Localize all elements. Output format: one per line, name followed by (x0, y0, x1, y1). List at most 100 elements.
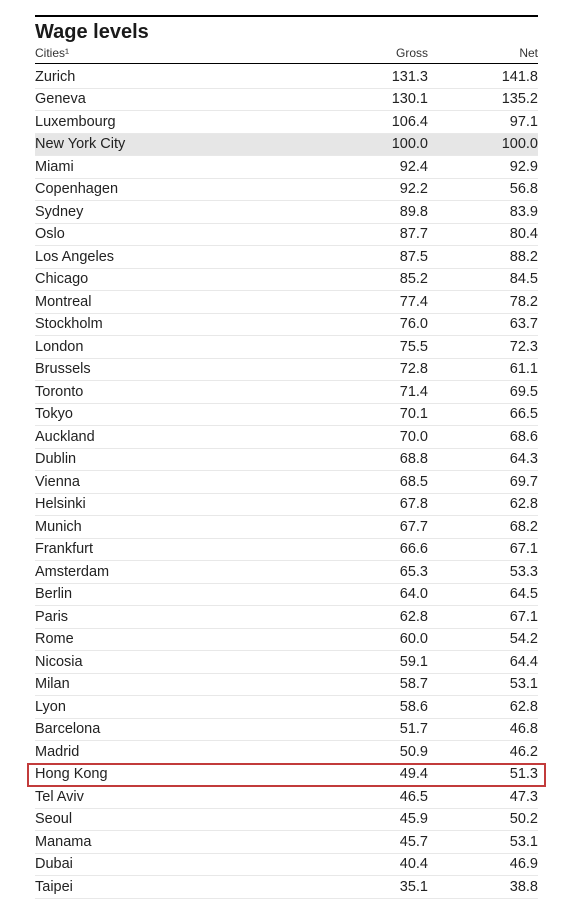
table-row: Luxembourg106.497.1 (35, 111, 538, 134)
cell-gross: 130.1 (318, 92, 428, 107)
table-row: Paris62.867.1 (35, 606, 538, 629)
table-row-wrapper: Paris62.867.1 (35, 606, 538, 629)
cell-net: 53.1 (428, 835, 538, 850)
cell-net: 62.8 (428, 700, 538, 715)
table-row: Montreal77.478.2 (35, 291, 538, 314)
cell-gross: 71.4 (318, 385, 428, 400)
table-row-wrapper: Luxembourg106.497.1 (35, 111, 538, 134)
cell-gross: 76.0 (318, 317, 428, 332)
table-row: Hong Kong49.451.3 (35, 764, 538, 787)
table-row-wrapper: Los Angeles87.588.2 (35, 246, 538, 269)
table-row-wrapper: Frankfurt66.667.1 (35, 539, 538, 562)
cell-net: 72.3 (428, 340, 538, 355)
table-row-wrapper: Seoul45.950.2 (35, 809, 538, 832)
cell-net: 46.2 (428, 745, 538, 760)
table-header-row: Cities¹ Gross Net (35, 46, 538, 64)
cell-city: Vienna (35, 475, 318, 490)
cell-city: Milan (35, 677, 318, 692)
table-row: Seoul45.950.2 (35, 809, 538, 832)
table-row-wrapper: Copenhagen92.256.8 (35, 179, 538, 202)
cell-net: 50.2 (428, 812, 538, 827)
table-row: Madrid50.946.2 (35, 741, 538, 764)
cell-gross: 64.0 (318, 587, 428, 602)
table-row: Copenhagen92.256.8 (35, 179, 538, 202)
cell-net: 66.5 (428, 407, 538, 422)
table-title: Wage levels (35, 15, 538, 44)
table-row-wrapper: Lyon58.662.8 (35, 696, 538, 719)
cell-net: 67.1 (428, 610, 538, 625)
cell-net: 135.2 (428, 92, 538, 107)
table-row-wrapper: Rome60.054.2 (35, 629, 538, 652)
cell-city: Geneva (35, 92, 318, 107)
cell-net: 83.9 (428, 205, 538, 220)
table-row: Zurich131.3141.8 (35, 66, 538, 89)
cell-gross: 87.7 (318, 227, 428, 242)
cell-gross: 45.7 (318, 835, 428, 850)
cell-gross: 92.4 (318, 160, 428, 175)
column-header-net: Net (428, 46, 538, 60)
cell-city: Seoul (35, 812, 318, 827)
table-row-wrapper: Madrid50.946.2 (35, 741, 538, 764)
column-header-city: Cities¹ (35, 46, 318, 60)
table-row: Auckland70.068.6 (35, 426, 538, 449)
table-row: Amsterdam65.353.3 (35, 561, 538, 584)
table-row: Dublin68.864.3 (35, 449, 538, 472)
table-row: Oslo87.780.4 (35, 224, 538, 247)
table-row-wrapper: Manama45.753.1 (35, 831, 538, 854)
cell-gross: 46.5 (318, 790, 428, 805)
table-row-wrapper: Miami92.492.9 (35, 156, 538, 179)
table-row: Nicosia59.164.4 (35, 651, 538, 674)
cell-net: 53.1 (428, 677, 538, 692)
cell-city: Dubai (35, 857, 318, 872)
table-row-wrapper: Montreal77.478.2 (35, 291, 538, 314)
cell-net: 88.2 (428, 250, 538, 265)
table-row-wrapper: Amsterdam65.353.3 (35, 561, 538, 584)
column-header-gross: Gross (318, 46, 428, 60)
cell-net: 97.1 (428, 115, 538, 130)
cell-net: 51.3 (428, 767, 538, 782)
cell-gross: 51.7 (318, 722, 428, 737)
cell-gross: 49.4 (318, 767, 428, 782)
table-row: Barcelona51.746.8 (35, 719, 538, 742)
table-row-wrapper: London75.572.3 (35, 336, 538, 359)
table-row-wrapper: Barcelona51.746.8 (35, 719, 538, 742)
cell-net: 64.4 (428, 655, 538, 670)
table-row-wrapper: Taipei35.138.8 (35, 876, 538, 899)
cell-gross: 68.5 (318, 475, 428, 490)
cell-city: Auckland (35, 430, 318, 445)
table-row-wrapper: Berlin64.064.5 (35, 584, 538, 607)
cell-city: Luxembourg (35, 115, 318, 130)
cell-city: Munich (35, 520, 318, 535)
cell-city: Manama (35, 835, 318, 850)
cell-gross: 92.2 (318, 182, 428, 197)
cell-net: 61.1 (428, 362, 538, 377)
table-row-wrapper: Dublin68.864.3 (35, 449, 538, 472)
cell-gross: 62.8 (318, 610, 428, 625)
cell-city: Hong Kong (35, 767, 318, 782)
cell-city: Chicago (35, 272, 318, 287)
cell-gross: 58.7 (318, 677, 428, 692)
cell-gross: 58.6 (318, 700, 428, 715)
cell-net: 80.4 (428, 227, 538, 242)
table-row: Vienna68.569.7 (35, 471, 538, 494)
table-row-wrapper: Toronto71.469.5 (35, 381, 538, 404)
cell-gross: 75.5 (318, 340, 428, 355)
table-row: Manama45.753.1 (35, 831, 538, 854)
cell-city: Madrid (35, 745, 318, 760)
cell-net: 56.8 (428, 182, 538, 197)
cell-net: 38.8 (428, 880, 538, 895)
table-row-wrapper: Geneva130.1135.2 (35, 89, 538, 112)
cell-city: London (35, 340, 318, 355)
cell-gross: 60.0 (318, 632, 428, 647)
table-row: Helsinki67.862.8 (35, 494, 538, 517)
cell-gross: 106.4 (318, 115, 428, 130)
cell-net: 68.2 (428, 520, 538, 535)
cell-gross: 40.4 (318, 857, 428, 872)
table-row-wrapper: Stockholm76.063.7 (35, 314, 538, 337)
table-row: Miami92.492.9 (35, 156, 538, 179)
table-row: New York City100.0100.0 (35, 134, 538, 157)
cell-gross: 87.5 (318, 250, 428, 265)
cell-city: Paris (35, 610, 318, 625)
cell-city: Rome (35, 632, 318, 647)
table-row: Geneva130.1135.2 (35, 89, 538, 112)
